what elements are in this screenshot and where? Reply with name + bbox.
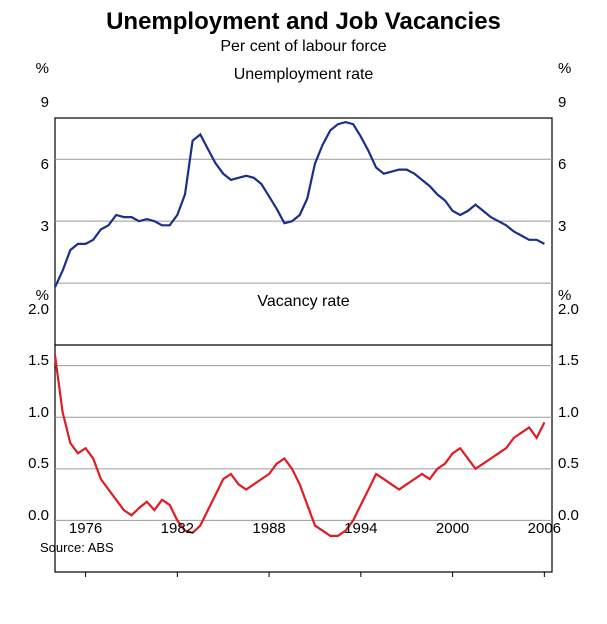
xtick-3: 1994 — [331, 520, 391, 537]
ytick-bot-left-3: 1.5 — [28, 352, 49, 369]
source-text: Source: ABS — [40, 540, 114, 555]
ytick-bot-right-1: 0.5 — [558, 455, 579, 472]
panel-label-top: Unemployment rate — [204, 66, 404, 84]
chart-title: Unemployment and Job Vacancies — [0, 0, 607, 36]
chart-container: Unemployment and Job Vacancies Per cent … — [0, 0, 607, 568]
ytick-top-left-2: 9 — [41, 94, 49, 111]
ytick-top-left-1: 6 — [41, 156, 49, 173]
ytick-bot-left-0: 0.0 — [28, 507, 49, 524]
xtick-4: 2000 — [423, 520, 483, 537]
ytick-top-left-0: 3 — [41, 218, 49, 235]
chart-svg — [0, 56, 607, 624]
ytick-bot-left-1: 0.5 — [28, 455, 49, 472]
xtick-0: 1976 — [56, 520, 116, 537]
xtick-2: 1988 — [239, 520, 299, 537]
ytick-bot-left-2: 1.0 — [28, 404, 49, 421]
ytick-top-right-0: 3 — [558, 218, 566, 235]
xtick-5: 2006 — [514, 520, 574, 537]
ytick-bot-right-3: 1.5 — [558, 352, 579, 369]
panel-label-bottom: Vacancy rate — [204, 293, 404, 311]
ytick-bot-right-2: 1.0 — [558, 404, 579, 421]
xtick-1: 1982 — [147, 520, 207, 537]
ylabel-top-left: % — [36, 60, 49, 77]
ylabel-top-right: % — [558, 60, 571, 77]
chart-subtitle: Per cent of labour force — [0, 36, 607, 56]
ytick-top-right-2: 9 — [558, 94, 566, 111]
ytick-bot-left-4: 2.0 — [28, 301, 49, 318]
ytick-bot-right-4: 2.0 — [558, 301, 579, 318]
ytick-top-right-1: 6 — [558, 156, 566, 173]
